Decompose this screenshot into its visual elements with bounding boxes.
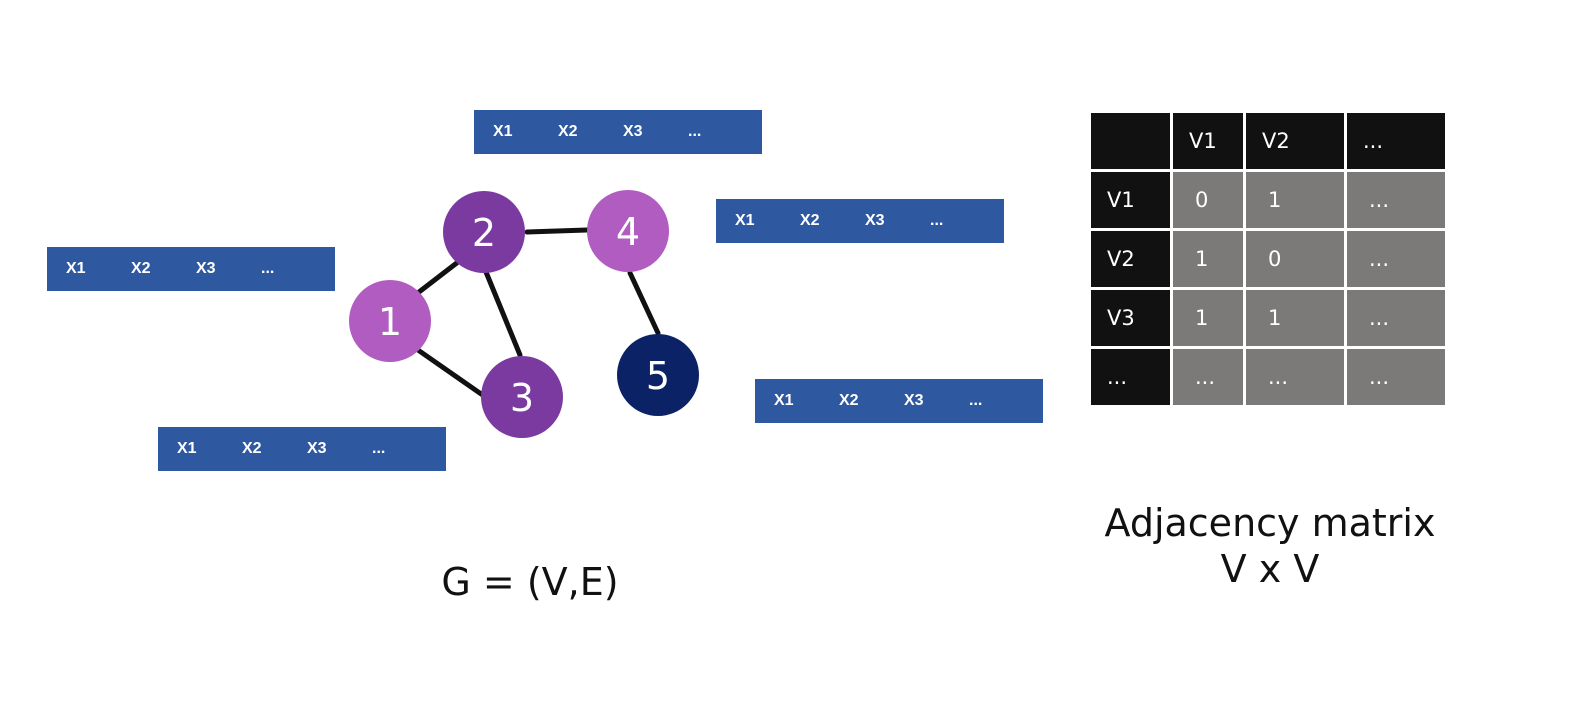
matrix-cell: ... [1344, 287, 1448, 349]
feature-x3: X3 [196, 260, 216, 277]
node-3: 3 [481, 356, 563, 438]
matrix-cell: 1 [1170, 228, 1246, 290]
node-1: 1 [349, 280, 431, 362]
matrix-header-row: V1 V2 ... [1088, 110, 1448, 172]
feature-x3: X3 [623, 123, 643, 140]
edge-1-3 [415, 347, 487, 399]
edge-2-4 [524, 227, 590, 235]
feature-ellipsis: ... [261, 260, 275, 277]
edge-2-3 [483, 269, 523, 358]
feature-x1: X1 [66, 260, 86, 277]
feature-vector-right-lower: X1 X2 X3 ... [755, 379, 1043, 423]
feature-x1: X1 [735, 212, 755, 229]
matrix-caption: Adjacency matrix V x V [1070, 500, 1470, 592]
feature-x1: X1 [493, 123, 513, 140]
matrix-row-header: ... [1088, 346, 1173, 408]
feature-x1: X1 [774, 392, 794, 409]
feature-x1: X1 [177, 440, 197, 457]
matrix-cell: ... [1243, 346, 1347, 408]
edge-1-2 [416, 259, 461, 295]
matrix-row-header: V2 [1088, 228, 1173, 290]
feature-ellipsis: ... [372, 440, 386, 457]
matrix-cell: ... [1344, 346, 1448, 408]
node-label: 3 [510, 376, 534, 420]
matrix-cell: 1 [1243, 169, 1347, 231]
matrix-row: V2 1 0 ... [1088, 228, 1448, 290]
node-4: 4 [587, 190, 669, 272]
feature-ellipsis: ... [688, 123, 702, 140]
feature-vector-bottom-left: X1 X2 X3 ... [158, 427, 446, 471]
feature-x2: X2 [839, 392, 859, 409]
matrix-caption-title: Adjacency matrix [1104, 501, 1436, 545]
matrix-corner-cell [1088, 110, 1173, 172]
matrix-cell: 0 [1243, 228, 1347, 290]
adjacency-matrix: V1 V2 ... V1 0 1 ... V2 1 0 ... V3 1 1 .… [1088, 110, 1448, 408]
feature-ellipsis: ... [930, 212, 944, 229]
graph-nodes: 1 2 3 4 5 [349, 190, 699, 438]
matrix-cell: ... [1344, 228, 1448, 290]
feature-x3: X3 [865, 212, 885, 229]
feature-ellipsis: ... [969, 392, 983, 409]
feature-x2: X2 [558, 123, 578, 140]
node-label: 1 [378, 300, 402, 344]
feature-x2: X2 [131, 260, 151, 277]
matrix-col-header: ... [1344, 110, 1448, 172]
matrix-row: ... ... ... ... [1088, 346, 1448, 408]
matrix-cell: 1 [1243, 287, 1347, 349]
feature-x3: X3 [307, 440, 327, 457]
feature-vector-top: X1 X2 X3 ... [474, 110, 762, 154]
node-2: 2 [443, 191, 525, 273]
feature-x2: X2 [800, 212, 820, 229]
matrix-cell: ... [1170, 346, 1246, 408]
feature-vector-right-upper: X1 X2 X3 ... [716, 199, 1004, 243]
matrix-cell: 1 [1170, 287, 1246, 349]
node-label: 5 [646, 354, 670, 398]
node-5: 5 [617, 334, 699, 416]
matrix-row: V3 1 1 ... [1088, 287, 1448, 349]
node-label: 4 [616, 210, 640, 254]
graph-edges [415, 227, 661, 399]
node-label: 2 [472, 211, 496, 255]
matrix-row-header: V3 [1088, 287, 1173, 349]
matrix-col-header: V2 [1243, 110, 1347, 172]
matrix-cell: ... [1344, 169, 1448, 231]
edge-4-5 [627, 270, 661, 336]
matrix-row-header: V1 [1088, 169, 1173, 231]
matrix-cell: 0 [1170, 169, 1246, 231]
matrix-row: V1 0 1 ... [1088, 169, 1448, 231]
feature-x3: X3 [904, 392, 924, 409]
feature-vector-left: X1 X2 X3 ... [47, 247, 335, 291]
feature-x2: X2 [242, 440, 262, 457]
graph-caption: G = (V,E) [441, 560, 619, 604]
matrix-caption-dimensions: V x V [1220, 547, 1320, 591]
matrix-col-header: V1 [1170, 110, 1246, 172]
